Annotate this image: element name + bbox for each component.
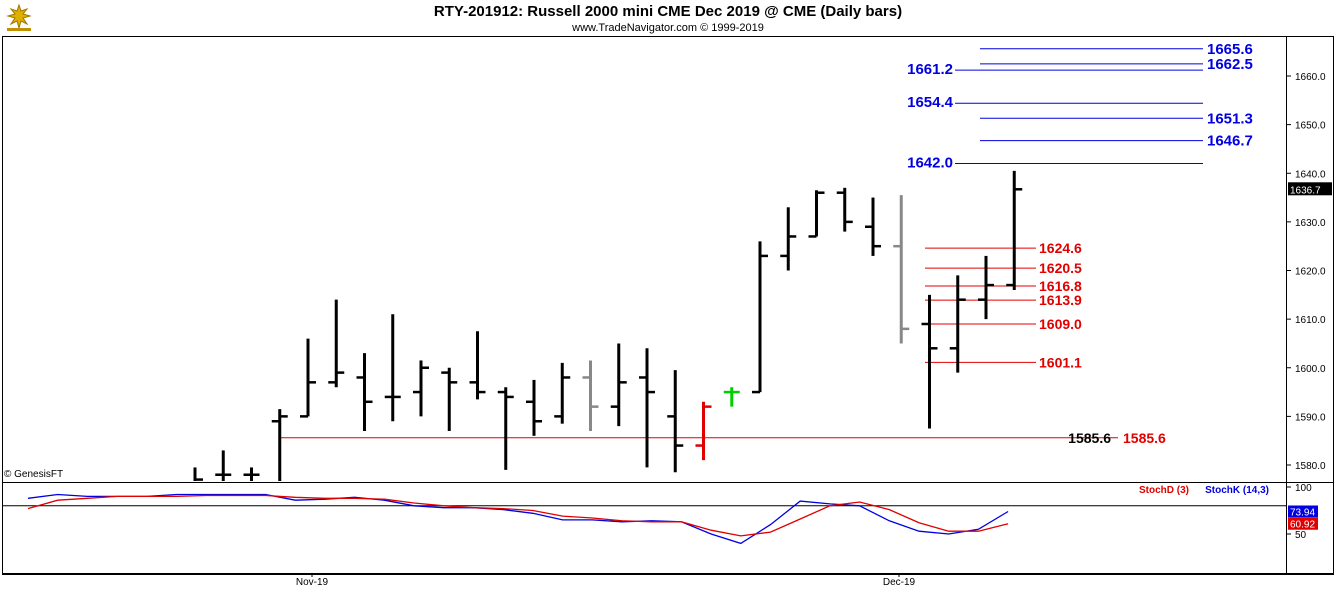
legend-stochd: StochD (3) — [1139, 485, 1189, 496]
price-tick-label: 1640.0 — [1295, 169, 1326, 180]
resistance-label: 1642.0 — [907, 155, 953, 172]
stochk-value-label: 73.94 — [1290, 507, 1315, 518]
support-label: 1616.8 — [1039, 278, 1082, 294]
resistance-label: 1661.2 — [907, 61, 953, 78]
resistance-label: 1651.3 — [1207, 110, 1253, 127]
genesis-logo-icon — [3, 3, 35, 33]
time-tick-label: Nov-19 — [296, 577, 329, 588]
price-tick-label: 1610.0 — [1295, 315, 1326, 326]
last-price-label: 1636.7 — [1290, 185, 1321, 196]
chart-frame — [2, 36, 1334, 575]
price-tick-label: 1600.0 — [1295, 364, 1326, 375]
legend-stochk: StochK (14,3) — [1205, 485, 1269, 496]
chart-subtitle: www.TradeNavigator.com © 1999-2019 — [572, 22, 764, 34]
last-price-box — [1288, 182, 1332, 196]
stochd-line — [27, 494, 1009, 537]
support-label: 1601.1 — [1039, 354, 1082, 370]
support-label: 1624.6 — [1039, 240, 1082, 256]
chart-title: RTY-201912: Russell 2000 mini CME Dec 20… — [433, 3, 903, 20]
brand-label: © GenesisFT — [4, 469, 64, 480]
price-tick-label: 1590.0 — [1295, 412, 1326, 423]
stochk-line — [27, 493, 1009, 545]
stoch-tick-label: 50 — [1295, 530, 1307, 541]
resistance-label: 1654.4 — [907, 94, 954, 111]
resistance-label: 1646.7 — [1207, 133, 1253, 150]
stochd-value-label: 60.92 — [1290, 520, 1315, 531]
price-tick-label: 1580.0 — [1295, 461, 1326, 472]
long-support-label-black: 1585.6 — [1068, 430, 1111, 446]
long-support-label-red: 1585.6 — [1123, 430, 1166, 446]
support-label: 1609.0 — [1039, 316, 1082, 332]
price-tick-label: 1630.0 — [1295, 218, 1326, 229]
price-tick-label: 1660.0 — [1295, 72, 1326, 83]
resistance-label: 1665.6 — [1207, 41, 1253, 58]
stochd-value-box — [1288, 517, 1318, 530]
support-label: 1613.9 — [1039, 292, 1082, 308]
price-tick-label: 1650.0 — [1295, 121, 1326, 132]
stochk-value-box — [1288, 505, 1318, 518]
time-tick-label: Dec-19 — [883, 577, 916, 588]
resistance-label: 1662.5 — [1207, 56, 1253, 73]
price-tick-label: 1620.0 — [1295, 267, 1326, 278]
stoch-tick-label: 100 — [1295, 483, 1312, 494]
support-label: 1620.5 — [1039, 260, 1082, 276]
